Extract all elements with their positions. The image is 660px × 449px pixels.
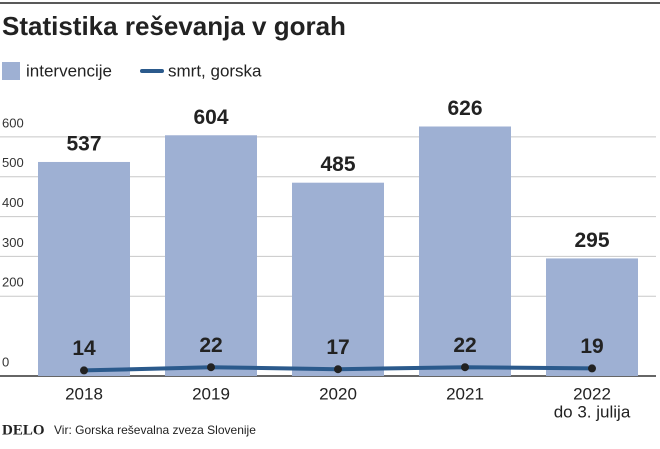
y-tick-label: 300	[2, 235, 24, 250]
value-label: 17	[326, 336, 349, 359]
bar	[165, 135, 257, 376]
chart-title: Statistika reševanja v gorah	[2, 11, 346, 41]
bar	[38, 161, 130, 376]
source: Vir: Gorska reševalna zveza Slovenije	[54, 423, 256, 437]
bar	[419, 126, 511, 376]
y-tick-label: 200	[2, 275, 24, 290]
y-tick-label: 0	[2, 354, 9, 369]
point	[588, 364, 596, 373]
value-label: 604	[193, 106, 228, 129]
legend-swatch	[2, 62, 20, 80]
value-label: 485	[320, 153, 355, 176]
value-label: 22	[199, 334, 222, 357]
bar	[546, 258, 638, 376]
y-tick-label: 400	[2, 195, 24, 210]
value-label: 22	[453, 334, 476, 357]
brand: DELO	[2, 422, 45, 438]
value-label: 14	[72, 337, 96, 360]
x-tick-label: 2022	[573, 384, 611, 403]
y-tick-label: 600	[2, 115, 24, 130]
point	[80, 366, 88, 375]
y-tick-label: 500	[2, 155, 24, 170]
value-label: 295	[574, 229, 609, 252]
value-label: 626	[447, 97, 482, 120]
x-tick-label: 2020	[319, 384, 357, 403]
bar	[292, 182, 384, 376]
x-sublabel: do 3. julija	[554, 402, 631, 421]
x-tick-label: 2019	[192, 384, 230, 403]
point	[334, 365, 342, 374]
x-tick-label: 2021	[446, 384, 484, 403]
legend-label: smrt, gorska	[168, 61, 262, 80]
legend: intervencije smrt, gorska	[2, 61, 262, 80]
point	[461, 363, 469, 372]
value-label: 19	[580, 335, 603, 358]
point	[207, 363, 215, 372]
value-label: 537	[66, 133, 101, 156]
x-tick-label: 2018	[65, 384, 103, 403]
legend-label: intervencije	[26, 61, 112, 80]
